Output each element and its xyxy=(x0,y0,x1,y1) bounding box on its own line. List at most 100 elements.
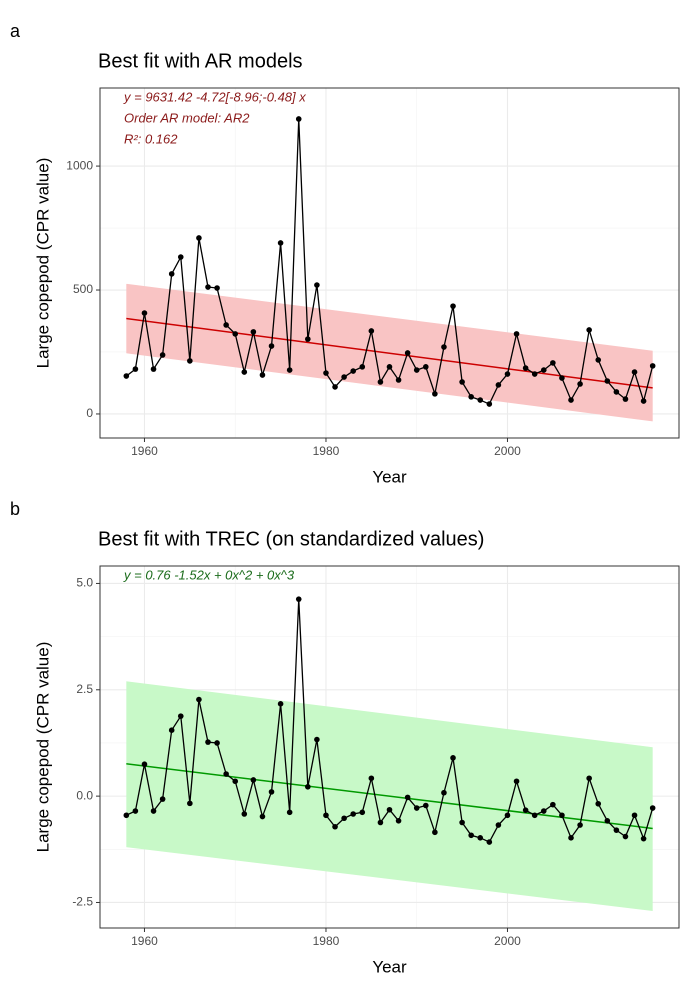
annotation: y = 0.76 -1.52x + 0x^2 + 0x^3 xyxy=(123,567,295,582)
data-point xyxy=(459,379,465,385)
data-point xyxy=(577,381,583,387)
data-point xyxy=(223,322,229,328)
data-point xyxy=(286,809,293,816)
data-point xyxy=(241,369,248,375)
data-point xyxy=(268,343,275,349)
data-point xyxy=(368,328,375,334)
data-point xyxy=(631,812,638,819)
y-tick-label: 500 xyxy=(73,282,93,296)
data-point xyxy=(295,596,302,602)
data-point xyxy=(550,801,556,808)
x-tick-label: 1960 xyxy=(131,444,158,458)
chart-title: Best fit with TREC (on standardized valu… xyxy=(98,528,484,550)
data-point xyxy=(386,806,393,813)
data-point xyxy=(150,366,157,372)
data-point xyxy=(187,800,193,807)
data-point xyxy=(531,371,538,377)
data-point xyxy=(595,800,602,807)
data-point xyxy=(123,373,130,379)
data-point xyxy=(413,805,420,811)
data-point xyxy=(395,818,402,824)
data-point xyxy=(350,811,356,817)
x-axis-label: Year xyxy=(372,467,407,486)
data-point xyxy=(177,713,184,719)
data-point xyxy=(377,819,384,826)
data-point xyxy=(150,808,157,814)
data-point xyxy=(323,812,329,819)
data-point xyxy=(196,696,202,703)
data-point xyxy=(168,727,175,733)
data-point xyxy=(441,789,447,796)
fit-line xyxy=(126,317,653,389)
data-point xyxy=(432,391,438,397)
panel-label: a xyxy=(10,21,21,41)
data-point xyxy=(268,789,275,795)
data-point xyxy=(413,367,420,373)
data-point xyxy=(314,282,320,288)
data-point xyxy=(250,329,257,335)
y-tick-label: 0 xyxy=(86,406,93,420)
data-point xyxy=(468,394,474,400)
data-point xyxy=(196,235,202,241)
data-point xyxy=(540,808,547,814)
data-point xyxy=(132,366,139,372)
data-point xyxy=(613,827,620,833)
data-point xyxy=(159,352,166,358)
data-point xyxy=(423,802,429,809)
data-point xyxy=(359,809,366,816)
data-point xyxy=(404,350,411,356)
data-point xyxy=(241,811,248,817)
y-axis-label: Large copepod (CPR value) xyxy=(33,158,52,369)
panel-1: b Best fit with TREC (on standardized val… xyxy=(10,499,680,976)
data-point xyxy=(368,775,375,782)
data-point xyxy=(640,398,647,404)
fit-line xyxy=(126,763,653,830)
data-point xyxy=(223,771,229,777)
data-point xyxy=(323,370,329,376)
y-axis-label: Large copepod (CPR value) xyxy=(33,642,52,853)
data-point xyxy=(359,364,366,370)
data-point xyxy=(522,807,529,813)
data-point xyxy=(613,389,620,395)
data-point xyxy=(495,822,502,828)
data-point xyxy=(513,331,520,337)
data-point xyxy=(232,778,239,785)
data-point xyxy=(513,778,520,785)
x-tick-label: 1980 xyxy=(313,934,340,948)
data-point xyxy=(277,240,284,246)
plot-border xyxy=(99,565,680,929)
data-point xyxy=(259,372,266,378)
data-point xyxy=(395,377,402,383)
data-point xyxy=(295,116,302,122)
data-point xyxy=(332,823,338,830)
data-point xyxy=(214,285,220,291)
data-point xyxy=(559,375,565,381)
y-tick-label: 0.0 xyxy=(76,788,93,802)
data-point xyxy=(450,303,456,309)
data-point xyxy=(432,829,438,836)
data-point xyxy=(649,805,656,811)
y-tick-label: 2.5 xyxy=(76,682,93,696)
data-point xyxy=(568,835,574,841)
data-point xyxy=(495,382,502,388)
data-point xyxy=(477,397,484,403)
data-point xyxy=(586,327,592,333)
annotation: Order AR model: AR2 xyxy=(124,110,250,125)
data-point xyxy=(305,783,311,790)
data-point xyxy=(123,812,130,819)
data-point xyxy=(350,368,356,374)
data-point xyxy=(305,336,311,342)
data-point xyxy=(649,363,656,369)
data-point xyxy=(468,832,474,839)
data-point xyxy=(540,367,547,373)
data-point xyxy=(132,808,139,814)
x-tick-label: 2000 xyxy=(494,444,521,458)
data-point xyxy=(168,271,175,277)
data-point xyxy=(486,839,493,845)
data-point xyxy=(568,397,574,403)
data-point xyxy=(386,364,393,370)
data-point xyxy=(286,367,293,373)
data-point xyxy=(187,358,193,364)
y-tick-label: 1000 xyxy=(66,158,93,172)
data-point xyxy=(577,822,583,828)
